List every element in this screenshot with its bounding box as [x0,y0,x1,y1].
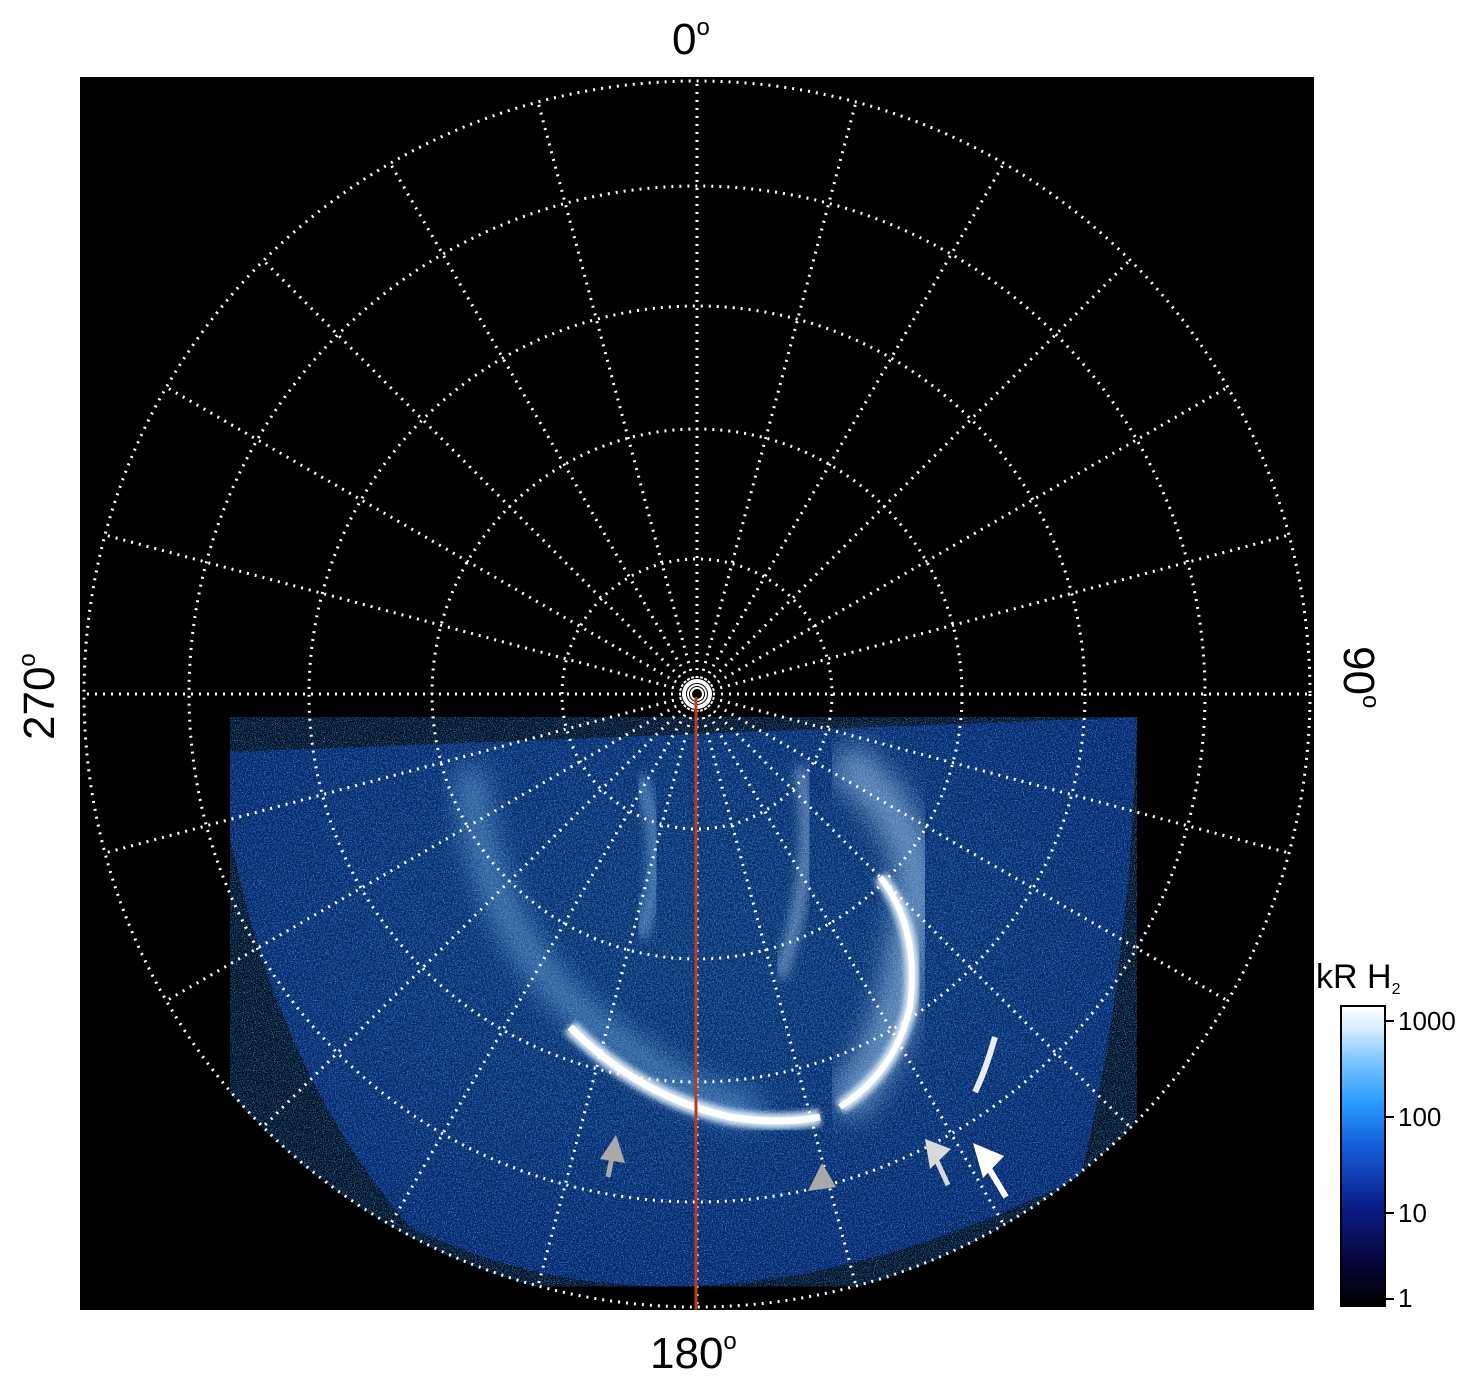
colorbar-tick [1386,1212,1394,1214]
label-0-degrees: 0o [672,14,710,64]
colorbar-tick [1386,1116,1394,1118]
colorbar [1340,1005,1386,1307]
label-90-degrees: 90o [1334,646,1384,709]
colorbar-label-1: 1 [1398,1283,1413,1313]
polar-aurora-image [80,77,1314,1310]
colorbar-label-1000: 1000 [1398,1006,1456,1036]
white-arrow [973,1143,1009,1199]
colorbar-tick [1386,1298,1394,1300]
grey-arrow-middle [808,1163,836,1191]
auroral-oval [456,741,998,1129]
colorbar-label-100: 100 [1398,1102,1442,1132]
emission-region [230,717,1137,1287]
grey-arrow-left [600,1135,625,1178]
grey-arrow-right [925,1139,951,1187]
label-180-degrees: 180o [650,1328,737,1378]
label-270-degrees: 270o [14,653,64,740]
colorbar-label-10: 10 [1398,1198,1427,1228]
colorbar-title: kR H2 [1316,958,1401,998]
colorbar-tick [1386,1020,1394,1022]
